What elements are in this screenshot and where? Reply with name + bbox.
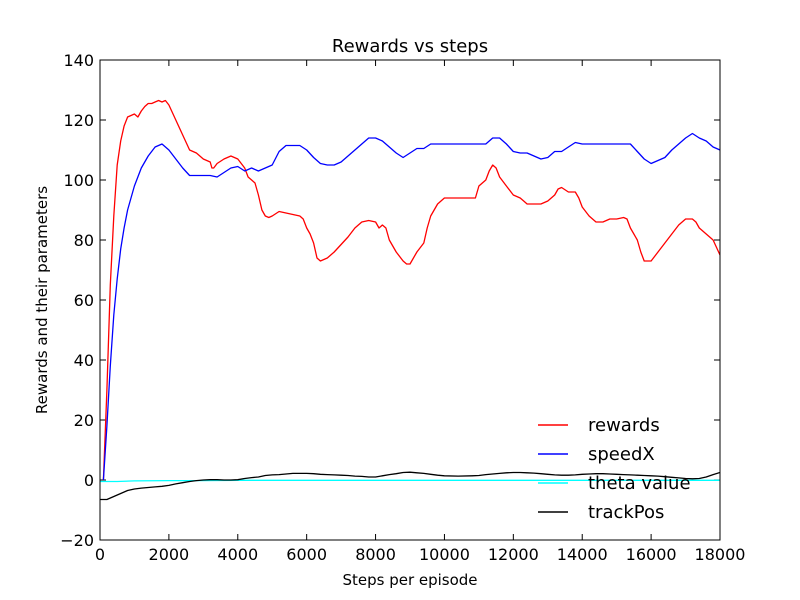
x-tick-label: 2000 (149, 545, 190, 564)
legend-label: theta value (588, 473, 691, 494)
series-line-speedx (102, 132, 720, 481)
legend-label: trackPos (588, 502, 664, 523)
series-line-theta-value (100, 479, 720, 483)
x-tick-label: 12000 (488, 545, 539, 564)
x-tick-label: 0 (95, 545, 105, 564)
legend-label: speedX (588, 444, 655, 465)
series-line-trackpos (100, 471, 720, 501)
x-tick-label: 18000 (695, 545, 746, 564)
x-tick-label: 4000 (217, 545, 258, 564)
legend-label: rewards (588, 415, 660, 436)
plot-area (100, 60, 720, 540)
y-tick-label: 120 (63, 111, 94, 130)
x-tick-label: 14000 (557, 545, 608, 564)
x-tick-label: 16000 (626, 545, 677, 564)
y-tick-label: 20 (74, 411, 94, 430)
y-axis-label: Rewards and their parameters (33, 186, 51, 414)
plot-frame (99, 59, 721, 541)
legend: rewards speedX theta value trackPos (538, 415, 691, 523)
x-axis-label: Steps per episode (342, 571, 477, 589)
x-tick-label: 6000 (286, 545, 327, 564)
y-tick-label: 60 (74, 291, 94, 310)
series-line-rewards (102, 99, 720, 481)
x-tick-label: 8000 (355, 545, 396, 564)
series-layer (100, 99, 720, 501)
y-tick-label: −20 (60, 531, 94, 550)
y-tick-label: 0 (84, 471, 94, 490)
y-tick-label: 80 (74, 231, 94, 250)
y-tick-label: 100 (63, 171, 94, 190)
x-tick-label: 10000 (419, 545, 470, 564)
y-tick-label: 140 (63, 51, 94, 70)
chart-title: Rewards vs steps (332, 36, 488, 57)
y-tick-label: 40 (74, 351, 94, 370)
tick-labels: 0 2000 4000 6000 8000 10000 12000 14000 16000 180… (60, 51, 745, 564)
